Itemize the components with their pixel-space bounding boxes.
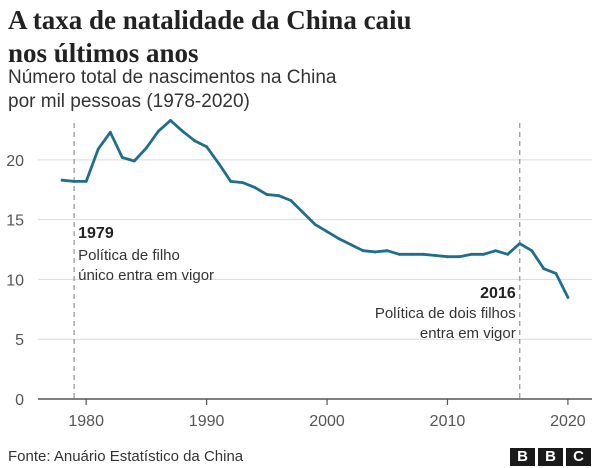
subtitle-line-1: Número total de nascimentos na China xyxy=(8,67,337,88)
logo-letter-b1: B xyxy=(510,448,535,466)
data-point xyxy=(205,145,209,149)
data-point xyxy=(554,272,558,275)
data-point xyxy=(385,249,389,253)
x-tick-label: 1980 xyxy=(68,413,104,430)
annotation-text-2016: Política de dois filhos xyxy=(375,305,516,322)
data-point xyxy=(193,139,197,143)
data-point xyxy=(325,230,329,234)
data-point xyxy=(241,181,245,185)
annotation-text-1979: único entra em vigor xyxy=(78,267,214,284)
data-point xyxy=(145,146,148,150)
data-point xyxy=(506,252,510,256)
data-point xyxy=(373,250,377,254)
x-tick-label: 2000 xyxy=(309,413,345,430)
data-point xyxy=(169,119,172,122)
logo-letter-c: C xyxy=(566,448,591,466)
data-point xyxy=(518,242,522,246)
data-point xyxy=(542,267,546,271)
subtitle-line-2: por mil pessoas (1978-2020) xyxy=(8,91,250,112)
data-point xyxy=(397,252,401,256)
y-tick-label: 0 xyxy=(15,392,24,409)
data-point xyxy=(96,147,100,151)
source-note: Fonte: Anuário Estatístico da China xyxy=(8,448,244,465)
data-point xyxy=(157,129,160,133)
data-point xyxy=(337,237,341,241)
y-tick-label: 20 xyxy=(6,153,24,170)
x-tick-label: 2020 xyxy=(550,413,586,430)
data-point xyxy=(494,249,498,253)
data-point xyxy=(566,296,570,299)
annotation-year-2016: 2016 xyxy=(480,285,516,302)
y-tick-label: 15 xyxy=(6,213,24,230)
y-tick-label: 10 xyxy=(6,272,24,289)
x-tick-label: 2010 xyxy=(430,413,466,430)
data-point xyxy=(120,156,124,159)
data-point xyxy=(458,255,461,259)
annotation-text-1979: Política de filho xyxy=(78,247,180,264)
annotation-text-2016: entra em vigor xyxy=(420,325,516,342)
data-point xyxy=(60,178,64,182)
y-tick-label: 5 xyxy=(15,332,24,349)
data-point xyxy=(313,223,317,226)
logo-letter-b2: B xyxy=(538,448,563,466)
data-point xyxy=(289,199,293,202)
bbc-logo: B B C xyxy=(510,448,591,466)
data-point xyxy=(301,211,305,214)
data-point xyxy=(470,252,473,256)
data-point xyxy=(181,129,184,133)
data-point xyxy=(361,249,365,253)
data-point xyxy=(422,252,425,256)
chart-title: A taxa de natalidade da China caiu nos ú… xyxy=(8,4,568,70)
title-line-1: A taxa de natalidade da China caiu xyxy=(8,5,412,35)
data-point xyxy=(409,252,413,256)
data-point xyxy=(108,130,112,134)
data-point xyxy=(446,255,449,259)
data-point xyxy=(253,186,257,189)
data-point xyxy=(482,252,485,256)
data-point xyxy=(277,194,281,198)
data-point xyxy=(84,180,88,183)
data-point xyxy=(265,193,269,196)
title-line-2: nos últimos anos xyxy=(8,38,199,68)
chart-subtitle: Número total de nascimentos na China por… xyxy=(8,66,568,114)
data-point xyxy=(530,249,534,253)
data-point xyxy=(229,180,233,183)
data-point xyxy=(217,162,221,165)
data-point xyxy=(72,180,76,183)
annotation-year-1979: 1979 xyxy=(78,225,114,242)
x-tick-label: 1990 xyxy=(189,413,225,430)
data-point xyxy=(132,159,136,163)
data-point xyxy=(349,243,353,247)
data-point xyxy=(434,254,437,257)
